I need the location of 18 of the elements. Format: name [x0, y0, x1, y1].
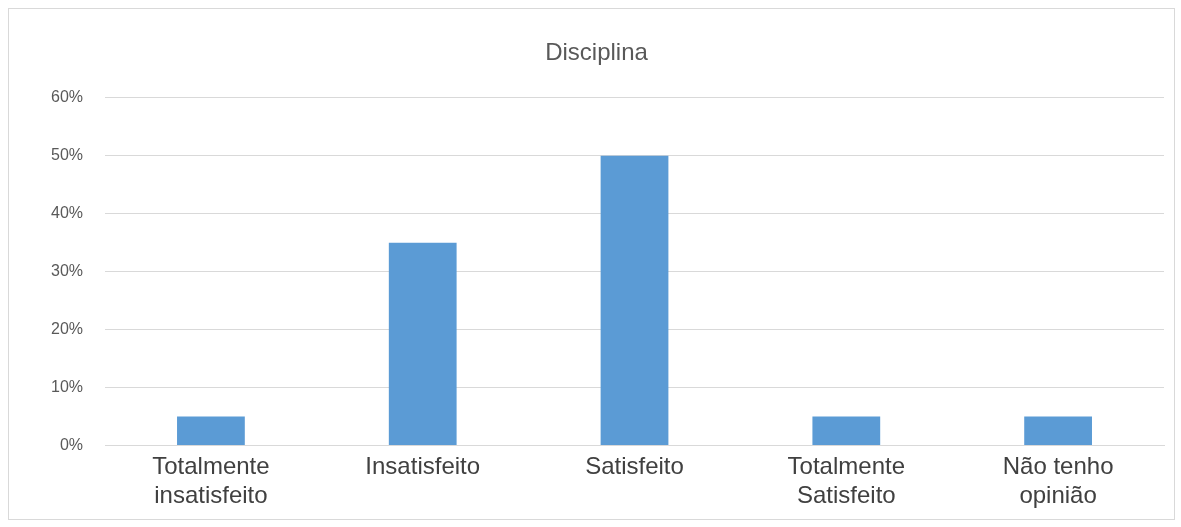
y-tick-label: 60% — [50, 88, 84, 106]
x-tick-label: Satisfeito — [585, 452, 684, 480]
bar — [600, 155, 669, 445]
x-tick-label: Insatisfeito — [365, 452, 481, 480]
chart-title: Disciplina — [545, 38, 649, 66]
y-tick-label: 0% — [59, 435, 84, 453]
y-tick-label: 20% — [50, 319, 84, 337]
y-tick-label: 30% — [50, 262, 84, 280]
x-tick-label: Totalmente Satisfeito — [787, 452, 906, 509]
y-tick-label: 10% — [50, 377, 84, 395]
bar — [1024, 416, 1092, 445]
bar — [177, 416, 245, 445]
x-tick-label: Não tenho opinião — [1002, 452, 1114, 509]
bar — [388, 242, 457, 445]
bar — [812, 416, 881, 445]
y-tick-label: 40% — [50, 204, 84, 222]
y-tick-label: 50% — [50, 146, 84, 164]
x-tick-label: Totalmente insatisfeito — [152, 452, 270, 509]
